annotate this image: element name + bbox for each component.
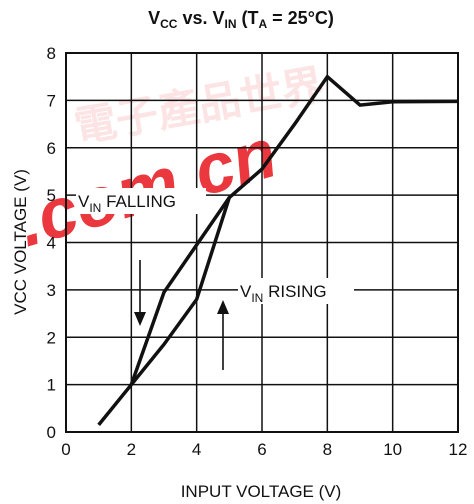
annotation-falling: VIN FALLING — [76, 188, 206, 326]
x-tick-label: 8 — [323, 440, 332, 459]
y-tick-label: 5 — [47, 186, 56, 205]
x-axis-label: INPUT VOLTAGE (V) — [181, 482, 342, 501]
y-tick-label: 2 — [47, 328, 56, 347]
y-tick-label: 0 — [47, 423, 56, 442]
title-paren: (T — [236, 8, 258, 28]
arrow-down-head — [134, 312, 146, 326]
annotation-rising-text: RISING — [263, 282, 326, 301]
x-tick-labels: 0 2 4 6 8 10 12 — [61, 440, 467, 459]
annotation-falling-bg — [76, 188, 206, 214]
annotation-rising-label: VIN RISING — [240, 282, 327, 305]
x-tick-label: 10 — [383, 440, 402, 459]
title-mid: vs. V — [177, 8, 224, 28]
plot-frame — [65, 52, 459, 433]
x-tick-label: 2 — [127, 440, 136, 459]
y-tick-label: 6 — [47, 139, 56, 158]
title-in: IN — [224, 17, 236, 31]
annotation-rising-v: V — [240, 282, 252, 301]
y-tick-labels: 0 1 2 3 4 5 6 7 8 — [47, 44, 56, 442]
title-cc: CC — [160, 17, 178, 31]
y-axis-label: VCC VOLTAGE (V) — [11, 169, 30, 315]
chart-title: VCC vs. VIN (TA = 25°C) — [148, 8, 334, 31]
watermark: 電子產品世界 .com.cn — [9, 61, 327, 261]
y-tick-label: 8 — [47, 44, 56, 63]
title-v: V — [148, 8, 160, 28]
annotation-rising-bg — [238, 278, 354, 304]
x-tick-label: 0 — [61, 440, 70, 459]
annotation-rising-sub: IN — [251, 291, 263, 305]
x-tick-label: 12 — [449, 440, 468, 459]
annotation-falling-sub: IN — [89, 201, 101, 215]
series-line-falling — [129, 196, 231, 386]
series-lines — [97, 74, 459, 426]
y-tick-label: 1 — [47, 376, 56, 395]
title-a: A — [258, 17, 267, 31]
annotation-falling-label: VIN FALLING — [78, 192, 176, 215]
title-end: = 25°C) — [267, 8, 334, 28]
arrow-up-head — [217, 300, 229, 314]
annotation-falling-text: FALLING — [101, 192, 176, 211]
y-tick-label: 3 — [47, 281, 56, 300]
y-tick-label: 7 — [47, 91, 56, 110]
x-tick-label: 4 — [192, 440, 201, 459]
annotation-rising: VIN RISING — [217, 278, 354, 370]
x-tick-label: 6 — [257, 440, 266, 459]
y-tick-label: 4 — [47, 234, 56, 253]
annotation-falling-v: V — [78, 192, 90, 211]
series-line-rising — [97, 74, 459, 426]
